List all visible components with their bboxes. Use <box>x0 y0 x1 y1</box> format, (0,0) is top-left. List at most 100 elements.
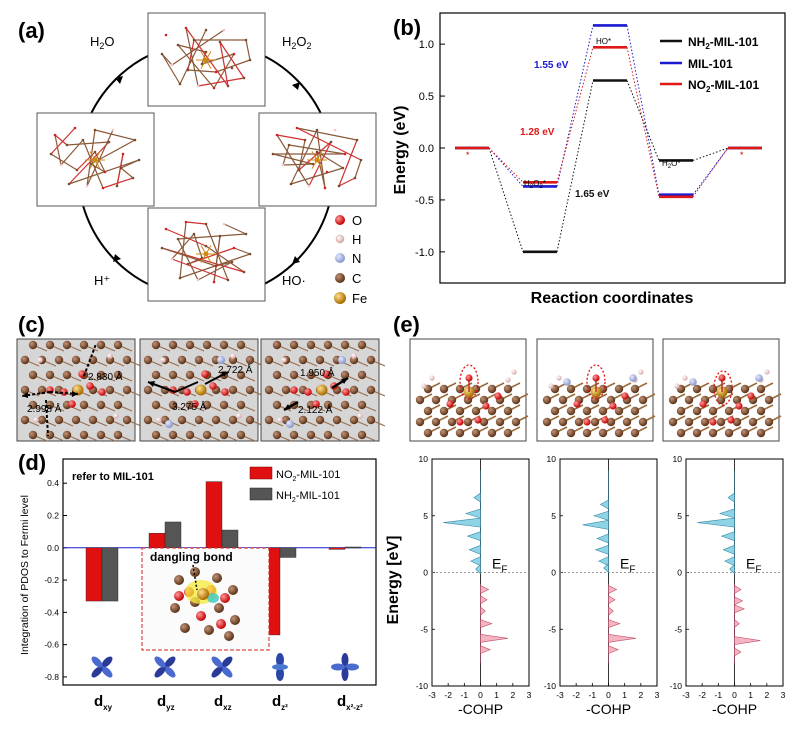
carbon-atom-icon <box>614 428 624 438</box>
panel-c: (c) 2.830 Å 2.998 Å 2.722 Å 3.275 Å 1.95… <box>16 312 386 442</box>
carbon-atom-icon <box>340 430 350 440</box>
carbon-atom-icon <box>62 340 72 350</box>
carbon-atom-icon <box>211 415 221 425</box>
carbon-atom-icon <box>298 355 308 365</box>
hydrogen-atom-icon <box>281 357 287 363</box>
nitrogen-atom-icon <box>217 356 225 364</box>
orbital-dxy-icon <box>91 656 113 678</box>
structure-box-bottom <box>147 207 266 302</box>
carbon-atom-icon <box>630 384 640 394</box>
carbon-atom-icon <box>479 417 489 427</box>
carbon-atom-icon <box>45 340 55 350</box>
carbon-atom-icon <box>122 415 132 425</box>
iron-atom-icon <box>195 384 207 396</box>
carbon-atom-icon <box>264 385 274 395</box>
carbon-atom-icon <box>228 415 238 425</box>
carbon-atom-icon <box>190 567 200 577</box>
carbon-atom-icon <box>298 415 308 425</box>
carbon-atom-icon <box>228 355 238 365</box>
orbital-icons <box>91 653 359 681</box>
structure-box-top <box>147 12 266 107</box>
carbon-atom-icon <box>716 395 726 405</box>
carbon-atom-icon <box>566 428 576 438</box>
oxygen-atom-icon <box>609 402 617 410</box>
carbon-atom-icon <box>219 340 229 350</box>
carbon-atom-icon <box>415 417 425 427</box>
carbon-atom-icon <box>185 370 195 380</box>
hydrogen-atom-icon <box>511 369 517 375</box>
carbon-atom-icon <box>105 355 115 365</box>
carbon-atom-icon <box>340 400 350 410</box>
cohp-axis-title: -COHP <box>586 701 631 717</box>
carbon-atom-icon <box>415 395 425 405</box>
annot-1-28-ev: 1.28 eV <box>520 127 555 138</box>
hydrogen-atom-icon <box>548 383 554 389</box>
carbon-atom-icon <box>37 415 47 425</box>
distance-label: 2.998 Å <box>27 402 62 415</box>
orbital-dxz-icon <box>211 656 233 678</box>
carbon-atom-icon <box>357 370 367 380</box>
carbon-atom-icon <box>113 430 123 440</box>
carbon-atom-icon <box>143 355 153 365</box>
cycle-arrow-icon <box>292 256 300 264</box>
carbon-atom-icon <box>439 406 449 416</box>
cohp-y-tick-label: -5 <box>674 624 682 634</box>
carbon-atom-icon <box>79 340 89 350</box>
orbital-label: dyz <box>157 693 175 712</box>
orbital-label: dxz <box>214 693 232 712</box>
cohp-x-tick-label: 1 <box>748 690 753 700</box>
annot-star-left: * <box>466 150 470 160</box>
cohp-x-tick-label: 3 <box>527 690 532 700</box>
carbon-atom-icon <box>28 430 38 440</box>
oxygen-atom-icon <box>601 416 609 424</box>
carbon-atom-icon <box>323 400 333 410</box>
structure-c3: 1.950 Å 2.122 Å <box>260 338 386 442</box>
legend-fe: Fe <box>352 291 367 306</box>
carbon-atom-icon <box>20 415 30 425</box>
carbon-atom-icon <box>45 370 55 380</box>
cohp-x-tick-label: 1 <box>494 690 499 700</box>
hydrogen-atom-icon <box>357 413 363 419</box>
cohp-y-tick-label: 5 <box>423 511 428 521</box>
cohp-x-tick-label: 0 <box>606 690 611 700</box>
carbon-atom-icon <box>20 355 30 365</box>
pdos-bar-no2-mil-101 <box>148 533 166 548</box>
carbon-atom-icon <box>170 603 180 613</box>
oxygen-atom-icon <box>216 619 226 629</box>
carbon-atom-icon <box>598 428 608 438</box>
structure-e3 <box>662 338 782 442</box>
carbon-atom-icon <box>62 430 72 440</box>
cohp-y-tick-label: 0 <box>551 568 556 578</box>
carbon-atom-icon <box>503 428 513 438</box>
oxygen-atom-icon <box>221 388 229 396</box>
pdos-bar-nh2-mil-101 <box>279 547 297 558</box>
carbon-atom-icon <box>423 406 433 416</box>
panel-d: (d) 0.4 0.2 0.0 -0.2 -0.4 -0.6 -0.8 Integratio… <box>18 450 377 712</box>
cohp-x-tick-label: -3 <box>556 690 564 700</box>
carbon-atom-icon <box>335 273 345 283</box>
carbon-atom-icon <box>228 385 238 395</box>
cohp-x-tick-label: -2 <box>444 690 452 700</box>
carbon-atom-icon <box>79 400 89 410</box>
carbon-atom-icon <box>105 415 115 425</box>
carbon-atom-icon <box>439 384 449 394</box>
y-tick-label: -0.6 <box>44 640 59 650</box>
oxygen-atom-icon <box>335 215 345 225</box>
carbon-atom-icon <box>315 415 325 425</box>
carbon-atom-icon <box>45 400 55 410</box>
annot-star-right: * <box>740 150 744 160</box>
carbon-atom-icon <box>455 406 465 416</box>
cohp-x-tick-label: 2 <box>638 690 643 700</box>
cohp-antibonding-area <box>733 583 761 664</box>
carbon-atom-icon <box>487 406 497 416</box>
carbon-atom-icon <box>28 400 38 410</box>
adsorbed-oxygen-icon <box>465 374 473 382</box>
carbon-atom-icon <box>264 355 274 365</box>
carbon-atom-icon <box>622 417 632 427</box>
energy-profile-lines <box>455 24 762 254</box>
carbon-atom-icon <box>151 370 161 380</box>
reaction-axis-title: Reaction coordinates <box>531 290 694 307</box>
cohp-y-tick-label: 5 <box>677 511 682 521</box>
carbon-atom-icon <box>96 430 106 440</box>
